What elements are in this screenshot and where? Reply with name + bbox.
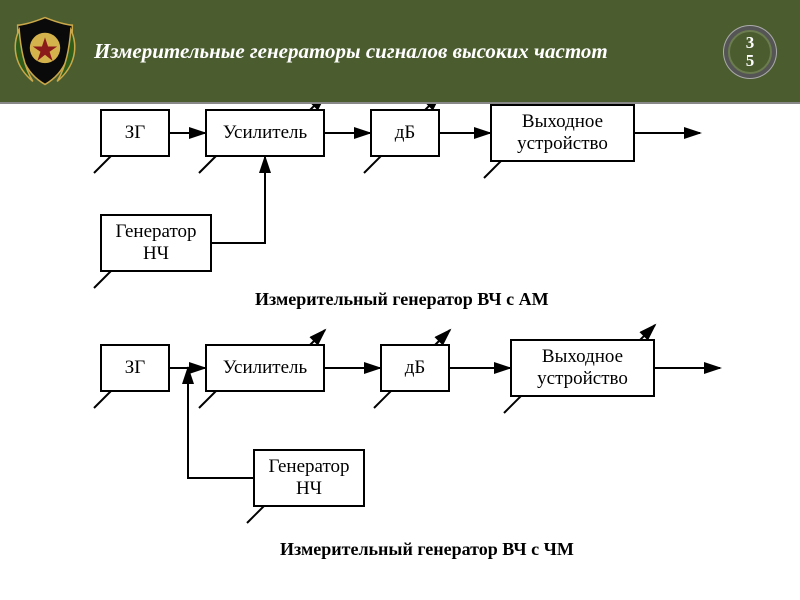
block-db2: дБ [380, 344, 450, 392]
emblem [0, 0, 90, 103]
block-nch2: Генератор НЧ [253, 449, 365, 507]
block-zg1: ЗГ [100, 109, 170, 157]
block-out1: Выходное устройство [490, 104, 635, 162]
diagram-caption: Измерительный генератор ВЧ с ЧМ [280, 539, 574, 560]
diagram-caption: Измерительный генератор ВЧ с АМ [255, 289, 549, 310]
block-amp2: Усилитель [205, 344, 325, 392]
slide-header: Измерительные генераторы сигналов высоки… [0, 0, 800, 104]
military-emblem-icon [7, 13, 83, 89]
block-amp1: Усилитель [205, 109, 325, 157]
slide-title: Измерительные генераторы сигналов высоки… [90, 39, 800, 64]
block-db1: дБ [370, 109, 440, 157]
block-zg2: ЗГ [100, 344, 170, 392]
block-nch1: Генератор НЧ [100, 214, 212, 272]
slide-number-bot: 5 [746, 52, 755, 70]
diagram-area: ЗГ Усилитель дБ Выходное устройство Генерато… [0, 104, 800, 600]
block-out2: Выходное устройство [510, 339, 655, 397]
slide-number-top: 3 [746, 34, 755, 52]
slide-number-badge: 3 5 [728, 30, 772, 74]
